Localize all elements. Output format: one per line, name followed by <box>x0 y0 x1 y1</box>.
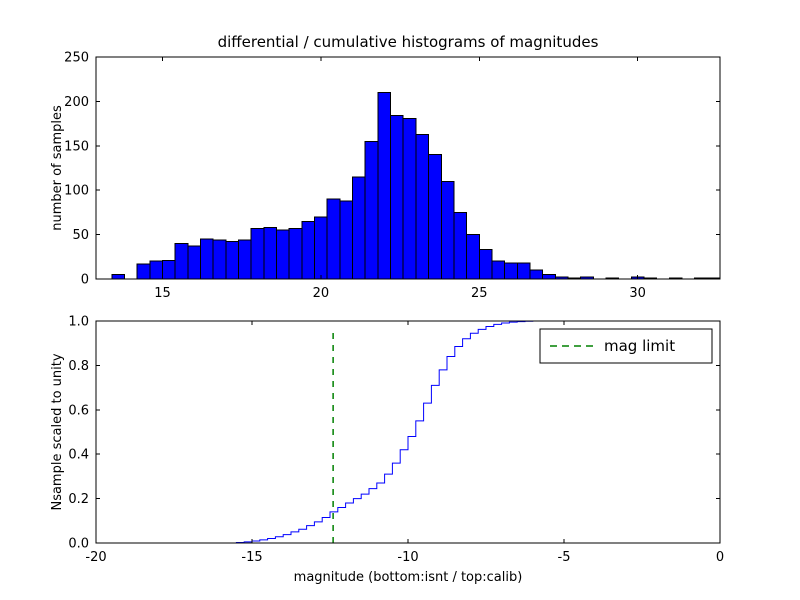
histogram-bar <box>314 216 328 280</box>
top-x-tick-label: 25 <box>471 286 488 301</box>
histogram-bar <box>288 227 303 280</box>
top-y-tick-label: 250 <box>64 51 89 66</box>
histogram-bar <box>162 259 176 280</box>
top-x-tick-label: 20 <box>313 286 330 301</box>
top-histogram-plot: 15 20 25 30 0 50 100 150 200 250 <box>64 51 721 301</box>
bottom-y-tick-label: 0.0 <box>68 537 89 552</box>
histogram-bar <box>516 262 531 280</box>
histogram-bar <box>440 180 455 280</box>
histogram-bar <box>174 242 189 280</box>
top-x-tick-label: 15 <box>154 286 171 301</box>
bottom-y-tick-label: 0.4 <box>68 448 89 463</box>
histogram-bar <box>238 239 252 280</box>
histogram-bar <box>415 133 430 280</box>
histogram-bar <box>149 260 164 280</box>
histogram-bar <box>339 200 354 280</box>
histogram-bar <box>453 211 468 280</box>
histogram-bar <box>111 274 126 280</box>
bottom-y-tick-label: 1.0 <box>68 315 89 330</box>
histogram-bar <box>402 117 417 280</box>
histogram-bar <box>187 245 202 280</box>
histogram-bar <box>529 269 544 280</box>
histogram-bar <box>390 115 404 280</box>
histogram-bar <box>478 249 493 280</box>
histogram-bar <box>276 229 290 280</box>
top-y-tick-label: 50 <box>72 228 89 243</box>
top-y-tick-label: 100 <box>64 184 89 199</box>
histogram-bar <box>200 238 214 280</box>
bottom-x-tick-label: -5 <box>558 550 571 565</box>
bottom-x-tick-label: -15 <box>241 550 262 565</box>
bottom-y-axis-label: Nsample scaled to unity <box>50 353 65 510</box>
top-y-tick-label: 0 <box>81 273 89 288</box>
histogram-bar <box>250 227 265 280</box>
histogram-bar <box>225 241 240 280</box>
cumulative-step-line <box>96 320 720 544</box>
histogram-bar <box>326 198 341 280</box>
histogram-bar <box>504 262 518 280</box>
legend-label: mag limit <box>604 337 675 355</box>
histogram-bar <box>542 274 556 280</box>
histogram-bar <box>428 154 442 280</box>
bottom-x-tick-label: -20 <box>85 550 106 565</box>
top-frame <box>95 56 721 280</box>
bottom-x-tick-label: 0 <box>716 550 724 565</box>
top-x-tick-label: 30 <box>629 286 646 301</box>
histogram-bar <box>466 234 480 280</box>
bottom-y-tick-label: 0.2 <box>68 492 89 507</box>
top-y-tick-label: 150 <box>64 139 89 154</box>
bottom-x-axis-label: magnitude (bottom:isnt / top:calib) <box>294 570 523 585</box>
bottom-x-tick-label: -10 <box>397 550 418 565</box>
legend: mag limit <box>539 328 713 364</box>
bottom-y-tick-label: 0.6 <box>68 403 89 418</box>
histogram-bar <box>263 226 278 280</box>
histogram-bar <box>212 239 227 280</box>
figure-title: differential / cumulative histograms of … <box>218 33 599 51</box>
histogram-bar <box>491 260 506 280</box>
histogram-bar <box>377 92 392 280</box>
bottom-cumulative-plot: -20 -15 -10 -5 0 0.0 0.2 0.4 0.6 0.8 1.0 <box>68 315 724 566</box>
histogram-bar <box>352 176 366 280</box>
histogram-bar <box>364 140 379 280</box>
top-y-tick-label: 200 <box>64 95 89 110</box>
top-y-axis-label: number of samples <box>50 105 65 231</box>
histogram-bar <box>301 220 316 280</box>
bottom-y-tick-label: 0.8 <box>68 359 89 374</box>
histogram-bar <box>136 263 151 280</box>
